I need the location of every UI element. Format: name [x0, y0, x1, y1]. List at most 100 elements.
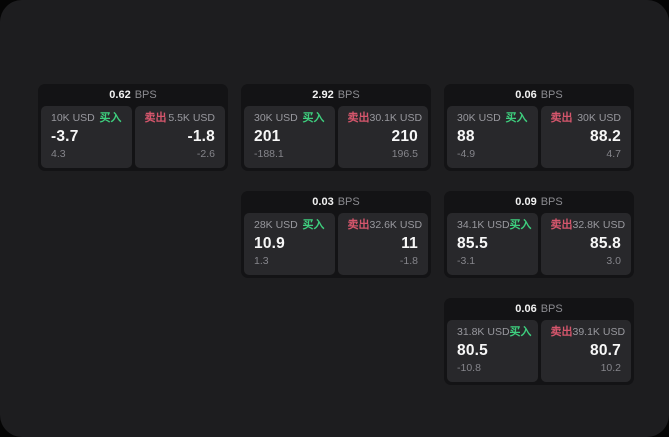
buy-sub-value: -188.1 [254, 148, 284, 161]
buy-main-value: 10.9 [254, 234, 285, 252]
spread-value: 2.92 [312, 88, 334, 101]
buy-amount: 30K USD [457, 112, 501, 125]
quote-card: 0.03 BPS 28K USD 买入 10.9 1.3 卖出 32.6K US… [241, 191, 431, 278]
buy-pane[interactable]: 10K USD 买入 -3.7 4.3 [41, 106, 132, 168]
cards-grid: 0.62 BPS 10K USD 买入 -3.7 4.3 卖出 5.5K USD… [38, 84, 634, 385]
sell-pane-top: 卖出 32.8K USD [551, 219, 626, 232]
buy-amount: 30K USD [254, 112, 298, 125]
buy-pane-top: 30K USD 买入 [457, 112, 528, 125]
buy-main-value: 85.5 [457, 234, 488, 252]
spread-header: 0.09 BPS [444, 191, 634, 213]
sell-sub-value: -2.6 [196, 148, 215, 161]
sell-pane[interactable]: 卖出 32.6K USD 11 -1.8 [337, 213, 428, 275]
buy-pane[interactable]: 34.1K USD 买入 85.5 -3.1 [447, 213, 538, 275]
buy-sub-value: 1.3 [254, 255, 269, 268]
spread-unit: BPS [540, 195, 563, 208]
buy-pane[interactable]: 31.8K USD 买入 80.5 -10.8 [447, 320, 538, 382]
buy-amount: 31.8K USD [457, 326, 510, 339]
sell-amount: 32.6K USD [369, 219, 423, 232]
buy-label: 买入 [509, 219, 532, 231]
buy-label: 买入 [509, 326, 532, 338]
quote-card-body: 34.1K USD 买入 85.5 -3.1 卖出 32.8K USD 85.8… [444, 213, 634, 278]
spread-value: 0.06 [515, 302, 537, 315]
sell-label: 卖出 [550, 112, 573, 124]
spread-value: 0.62 [109, 88, 131, 101]
spread-header: 0.03 BPS [241, 191, 431, 213]
sell-pane-top: 卖出 32.6K USD [347, 219, 423, 232]
buy-amount: 28K USD [254, 219, 298, 232]
buy-label: 买入 [302, 219, 325, 231]
sell-sub-value: 10.2 [600, 362, 621, 375]
sell-amount: 30.1K USD [369, 112, 423, 125]
quote-card-body: 30K USD 买入 88 -4.9 卖出 30K USD 88.2 4.7 [444, 106, 634, 171]
buy-sub-value: 4.3 [51, 148, 66, 161]
spread-unit: BPS [337, 88, 360, 101]
buy-amount: 10K USD [51, 112, 95, 125]
sell-pane-top: 卖出 39.1K USD [550, 326, 626, 339]
buy-pane-top: 31.8K USD 买入 [457, 326, 532, 339]
sell-pane[interactable]: 卖出 39.1K USD 80.7 10.2 [540, 320, 631, 382]
quote-card-body: 31.8K USD 买入 80.5 -10.8 卖出 39.1K USD 80.… [444, 320, 634, 385]
quote-card: 2.92 BPS 30K USD 买入 201 -188.1 卖出 30.1K … [241, 84, 431, 171]
buy-label: 买入 [505, 112, 528, 124]
buy-pane[interactable]: 30K USD 买入 201 -188.1 [244, 106, 335, 168]
sell-label: 卖出 [144, 112, 167, 124]
buy-label: 买入 [99, 112, 122, 124]
spread-value: 0.03 [312, 195, 334, 208]
sell-main-value: 210 [391, 127, 418, 145]
sell-main-value: 85.8 [590, 234, 621, 252]
spread-header: 0.06 BPS [444, 84, 634, 106]
quote-card-body: 10K USD 买入 -3.7 4.3 卖出 5.5K USD -1.8 -2.… [38, 106, 228, 171]
sell-main-value: 88.2 [590, 127, 621, 145]
sell-pane[interactable]: 卖出 30.1K USD 210 196.5 [337, 106, 428, 168]
buy-sub-value: -3.1 [457, 255, 476, 268]
spread-unit: BPS [337, 195, 360, 208]
sell-main-value: 80.7 [590, 341, 621, 359]
sell-amount: 5.5K USD [168, 112, 215, 125]
buy-pane-top: 30K USD 买入 [254, 112, 325, 125]
sell-label: 卖出 [550, 326, 573, 338]
buy-pane-top: 34.1K USD 买入 [457, 219, 532, 232]
spread-header: 0.06 BPS [444, 298, 634, 320]
quote-card: 0.06 BPS 31.8K USD 买入 80.5 -10.8 卖出 39.1… [444, 298, 634, 385]
sell-main-value: -1.8 [187, 127, 215, 145]
sell-pane-top: 卖出 30.1K USD [347, 112, 423, 125]
sell-amount: 32.8K USD [572, 219, 626, 232]
quote-card: 0.62 BPS 10K USD 买入 -3.7 4.3 卖出 5.5K USD… [38, 84, 228, 171]
buy-sub-value: -4.9 [457, 148, 476, 161]
spread-header: 0.62 BPS [38, 84, 228, 106]
sell-amount: 30K USD [577, 112, 621, 125]
buy-sub-value: -10.8 [457, 362, 481, 375]
buy-pane-top: 28K USD 买入 [254, 219, 325, 232]
sell-sub-value: -1.8 [399, 255, 418, 268]
sell-pane[interactable]: 卖出 5.5K USD -1.8 -2.6 [134, 106, 225, 168]
buy-main-value: 88 [457, 127, 475, 145]
sell-sub-value: 4.7 [606, 148, 621, 161]
buy-amount: 34.1K USD [457, 219, 510, 232]
buy-label: 买入 [302, 112, 325, 124]
spread-value: 0.09 [515, 195, 537, 208]
buy-main-value: 80.5 [457, 341, 488, 359]
spread-unit: BPS [134, 88, 157, 101]
buy-pane[interactable]: 30K USD 买入 88 -4.9 [447, 106, 538, 168]
sell-sub-value: 3.0 [606, 255, 621, 268]
sell-label: 卖出 [347, 219, 370, 231]
sell-amount: 39.1K USD [572, 326, 626, 339]
sell-main-value: 11 [401, 234, 418, 252]
sell-pane[interactable]: 卖出 30K USD 88.2 4.7 [540, 106, 631, 168]
spread-unit: BPS [540, 88, 563, 101]
sell-pane-top: 卖出 30K USD [551, 112, 622, 125]
quote-card: 0.06 BPS 30K USD 买入 88 -4.9 卖出 30K USD 8… [444, 84, 634, 171]
quote-card-body: 30K USD 买入 201 -188.1 卖出 30.1K USD 210 1… [241, 106, 431, 171]
spread-unit: BPS [540, 302, 563, 315]
buy-pane[interactable]: 28K USD 买入 10.9 1.3 [244, 213, 335, 275]
sell-pane[interactable]: 卖出 32.8K USD 85.8 3.0 [540, 213, 631, 275]
sell-label: 卖出 [347, 112, 370, 124]
buy-main-value: 201 [254, 127, 281, 145]
spread-header: 2.92 BPS [241, 84, 431, 106]
quote-card: 0.09 BPS 34.1K USD 买入 85.5 -3.1 卖出 32.8K… [444, 191, 634, 278]
buy-pane-top: 10K USD 买入 [51, 112, 122, 125]
sell-sub-value: 196.5 [391, 148, 418, 161]
buy-main-value: -3.7 [51, 127, 79, 145]
